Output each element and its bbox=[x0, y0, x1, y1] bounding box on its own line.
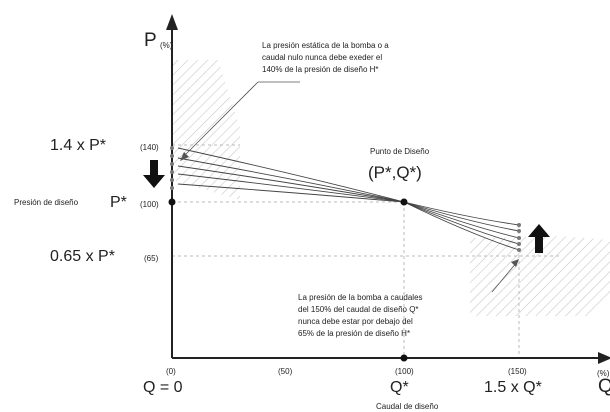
y-level-100-label: P* bbox=[110, 194, 127, 211]
y-level-65-value: (65) bbox=[144, 254, 159, 263]
x-axis-caption: Caudal de diseño bbox=[376, 402, 439, 411]
design-flow-dot bbox=[400, 354, 408, 362]
design-point-title: Punto de Diseño bbox=[370, 147, 430, 156]
design-pressure-caption: Presión de diseño bbox=[14, 198, 79, 207]
x-label-zero-flow: Q = 0 bbox=[143, 379, 183, 396]
runout-endpoint-dots bbox=[517, 223, 521, 252]
forbidden-zone-bottom bbox=[470, 236, 610, 316]
callout-top-note: La presión estática de la bomba o a caud… bbox=[262, 41, 389, 74]
pump-curves bbox=[177, 147, 520, 251]
y-level-65-label: 0.65 x P* bbox=[50, 248, 115, 265]
design-point-dot bbox=[400, 198, 408, 206]
forbidden-zone-top bbox=[172, 60, 240, 200]
svg-text:caudal nulo nunca debe exeder: caudal nulo nunca debe exeder el bbox=[262, 53, 382, 62]
x-label-runout-flow: 1.5 x Q* bbox=[484, 379, 542, 396]
y-axis-label: P bbox=[144, 30, 157, 51]
x-label-design-flow: Q* bbox=[390, 379, 409, 396]
design-point-label: (P*,Q*) bbox=[368, 163, 422, 182]
svg-text:nunca debe estar por debajo de: nunca debe estar por debajo del bbox=[298, 317, 413, 326]
y-level-100-value: (100) bbox=[140, 200, 159, 209]
arrow-down-icon bbox=[143, 160, 165, 188]
x-tick-150: (150) bbox=[508, 367, 527, 376]
x-axis-label: Q bbox=[598, 376, 610, 397]
svg-text:La presión estática de la bomb: La presión estática de la bomba o a bbox=[262, 41, 389, 50]
callout-leaders bbox=[181, 81, 518, 293]
svg-text:65% de la presión de diseño H*: 65% de la presión de diseño H* bbox=[298, 329, 410, 338]
y-level-140-label: 1.4 x P* bbox=[50, 137, 106, 154]
x-tick-0: (0) bbox=[166, 367, 176, 376]
shutoff-endpoint-dots bbox=[170, 146, 174, 190]
svg-text:La presión de la bomba a cauda: La presión de la bomba a caudales bbox=[298, 293, 423, 302]
design-pressure-dot bbox=[168, 198, 176, 206]
x-axis-unit: (%) bbox=[597, 369, 610, 378]
arrow-up-icon bbox=[528, 224, 550, 253]
guide-lines bbox=[172, 144, 560, 358]
callout-bottom-note: La presión de la bomba a caudales del 15… bbox=[298, 293, 423, 338]
y-axis-unit: (%) bbox=[160, 41, 173, 50]
svg-text:del 150% del caudal de diseño: del 150% del caudal de diseño Q* bbox=[298, 305, 419, 314]
y-axis-arrow-icon bbox=[166, 14, 178, 30]
x-tick-100: (100) bbox=[395, 367, 414, 376]
callout-top-arrowhead-icon bbox=[180, 152, 189, 161]
x-tick-50: (50) bbox=[278, 367, 293, 376]
svg-text:140% de la presión de diseño H: 140% de la presión de diseño H* bbox=[262, 65, 379, 74]
callout-bottom-arrowhead-icon bbox=[511, 259, 519, 267]
x-axis-arrow-icon bbox=[598, 352, 610, 364]
y-level-140-value: (140) bbox=[140, 143, 159, 152]
